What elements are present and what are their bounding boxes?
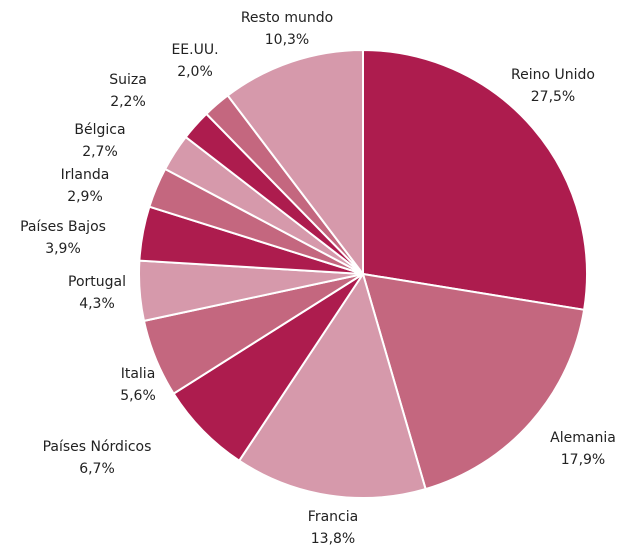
slice-label: Suiza [109,72,147,88]
slice-label: Países Bajos [20,219,106,235]
slice-value-label: 10,3% [265,32,309,48]
pie-slice [237,271,427,499]
slice-label: Irlanda [61,167,110,183]
slice-label: Reino Unido [511,67,595,83]
slice-label: Alemania [550,430,616,446]
slice-value-label: 2,7% [82,144,118,160]
pie-slice [226,48,364,277]
slice-label: Bélgica [74,122,125,138]
slice-value-label: 2,9% [67,189,103,205]
slice-value-label: 2,2% [110,94,146,110]
slice-label: Resto mundo [241,10,333,26]
slice-label: Francia [308,509,358,525]
slice-label: Portugal [68,274,126,290]
slice-value-label: 4,3% [79,296,115,312]
slice-value-label: 27,5% [531,89,575,105]
slice-value-label: 17,9% [561,452,605,468]
slice-value-label: 5,6% [120,388,156,404]
slice-value-label: 13,8% [311,531,355,547]
slice-label: Países Nórdicos [43,439,152,455]
slice-value-label: 3,9% [45,241,81,257]
pie-slice [361,272,586,491]
slice-label: Italia [121,366,156,382]
slice-label: EE.UU. [171,42,218,58]
slice-value-label: 6,7% [79,461,115,477]
slice-value-label: 2,0% [177,64,213,80]
pie-slice [362,48,588,311]
